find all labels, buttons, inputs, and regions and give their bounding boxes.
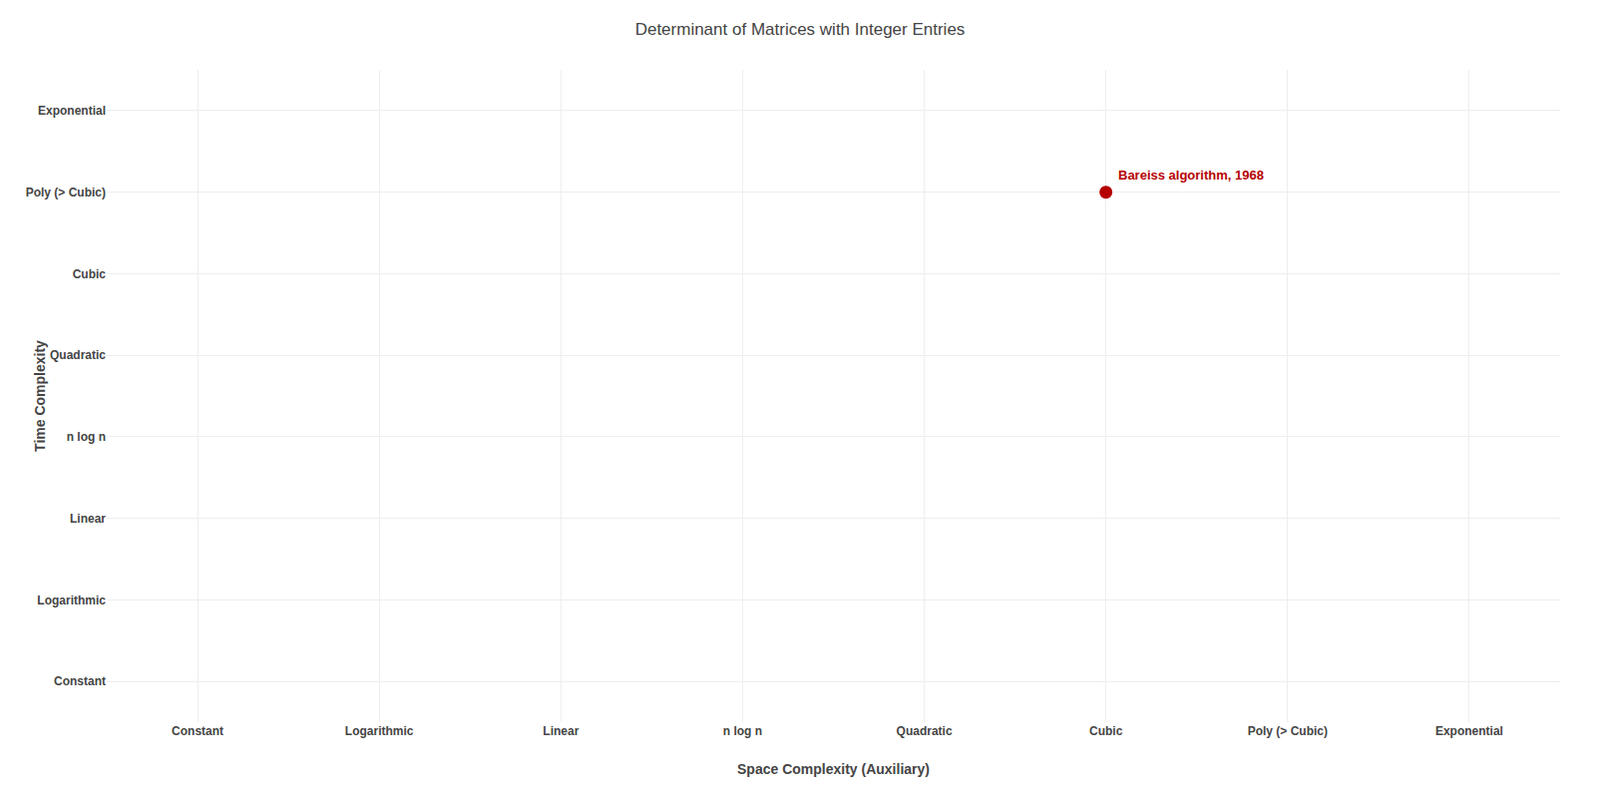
svg-text:Linear: Linear — [542, 724, 579, 739]
svg-text:Space Complexity (Auxiliary): Space Complexity (Auxiliary) — [737, 761, 930, 778]
svg-text:n log n: n log n — [66, 429, 106, 444]
svg-text:Poly (> Cubic): Poly (> Cubic) — [25, 185, 106, 200]
svg-text:Logarithmic: Logarithmic — [36, 593, 106, 608]
svg-text:Time Complexity: Time Complexity — [31, 340, 48, 452]
svg-text:Quadratic: Quadratic — [896, 724, 953, 739]
svg-text:Constant: Constant — [53, 674, 106, 689]
svg-text:Cubic: Cubic — [1089, 724, 1124, 739]
svg-text:Linear: Linear — [69, 511, 106, 526]
svg-text:Poly (> Cubic): Poly (> Cubic) — [1247, 724, 1328, 739]
svg-text:Exponential: Exponential — [1435, 724, 1504, 739]
svg-text:n log n: n log n — [723, 724, 763, 739]
svg-text:Constant: Constant — [171, 724, 224, 739]
svg-text:Determinant of Matrices with I: Determinant of Matrices with Integer Ent… — [635, 19, 966, 39]
svg-text:Quadratic: Quadratic — [49, 348, 106, 363]
svg-text:Cubic: Cubic — [72, 267, 107, 282]
svg-text:Bareiss algorithm, 1968: Bareiss algorithm, 1968 — [1118, 167, 1264, 183]
svg-text:Exponential: Exponential — [37, 103, 106, 118]
svg-text:Logarithmic: Logarithmic — [345, 724, 414, 739]
